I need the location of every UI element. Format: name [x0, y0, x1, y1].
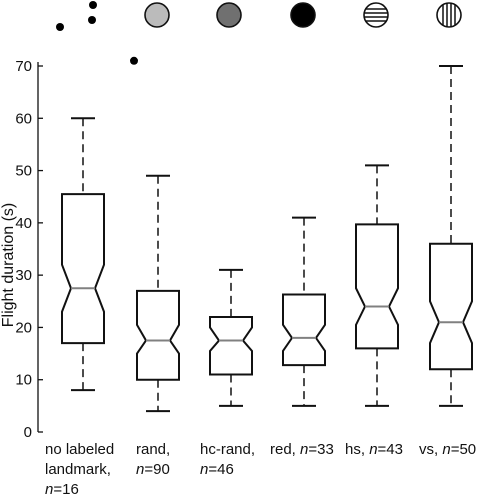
header-circle-icon	[144, 2, 170, 28]
category-label-line: no labeled	[45, 441, 114, 458]
category-label: no labeled landmark, n=16	[45, 441, 114, 497]
box-group	[282, 216, 326, 407]
category-label: red, n=33	[270, 441, 334, 458]
box-group	[209, 268, 253, 407]
header-circle-icon	[436, 2, 462, 28]
header-icon-solid	[144, 2, 170, 28]
y-tick-label: 70	[15, 58, 32, 75]
category-label: hs, n=43	[345, 441, 403, 458]
header-icon-vertical-stripes	[436, 2, 462, 28]
box-group	[136, 174, 180, 413]
header-icon-horizontal-stripes	[363, 2, 389, 28]
y-tick-label: 20	[15, 319, 32, 336]
stray-dot	[88, 16, 96, 24]
header-circle-icon	[290, 2, 316, 28]
stray-dot	[89, 1, 97, 9]
y-tick-label: 60	[15, 110, 32, 127]
y-axis-label: Flight duration (s)	[0, 203, 17, 328]
y-tick-label: 10	[15, 372, 32, 389]
notched-box	[61, 193, 105, 345]
category-label-line: red, n=33	[270, 441, 334, 458]
outlier-point	[130, 56, 138, 65]
category-label: hc-rand, n=46	[200, 441, 255, 478]
category-label-line: n=46	[200, 461, 234, 478]
plot-area: 0 10 20 30 40 50 60 70 no labeled landmark, n=16 ra…	[15, 1, 476, 497]
y-tick-label: 50	[15, 163, 32, 180]
category-label-line: vs, n=50	[419, 441, 476, 458]
category-label-line: landmark,	[45, 461, 111, 478]
category-label-line: hs, n=43	[345, 441, 403, 458]
category-label: rand, n=90	[136, 441, 170, 478]
y-tick-label: 40	[15, 215, 32, 232]
notched-box	[282, 293, 326, 367]
notched-box	[209, 315, 253, 376]
box-group	[61, 56, 138, 392]
y-tick-label: 0	[24, 424, 32, 441]
notched-box	[355, 223, 399, 350]
y-tick-label: 30	[15, 267, 32, 284]
category-label: vs, n=50	[419, 441, 476, 458]
stray-dot	[56, 23, 64, 31]
category-label-line: hc-rand,	[200, 441, 255, 458]
header-circle-icon	[216, 2, 242, 28]
notched-box	[136, 289, 180, 381]
category-label-line: n=90	[136, 461, 170, 478]
header-circle-icon	[363, 2, 389, 28]
box-group	[355, 164, 399, 407]
category-label-line: n=16	[45, 481, 79, 497]
notched-box	[429, 242, 473, 371]
header-icon-solid	[290, 2, 316, 28]
category-label-line: rand,	[136, 441, 170, 458]
box-group	[429, 65, 473, 407]
header-icon-solid	[216, 2, 242, 28]
